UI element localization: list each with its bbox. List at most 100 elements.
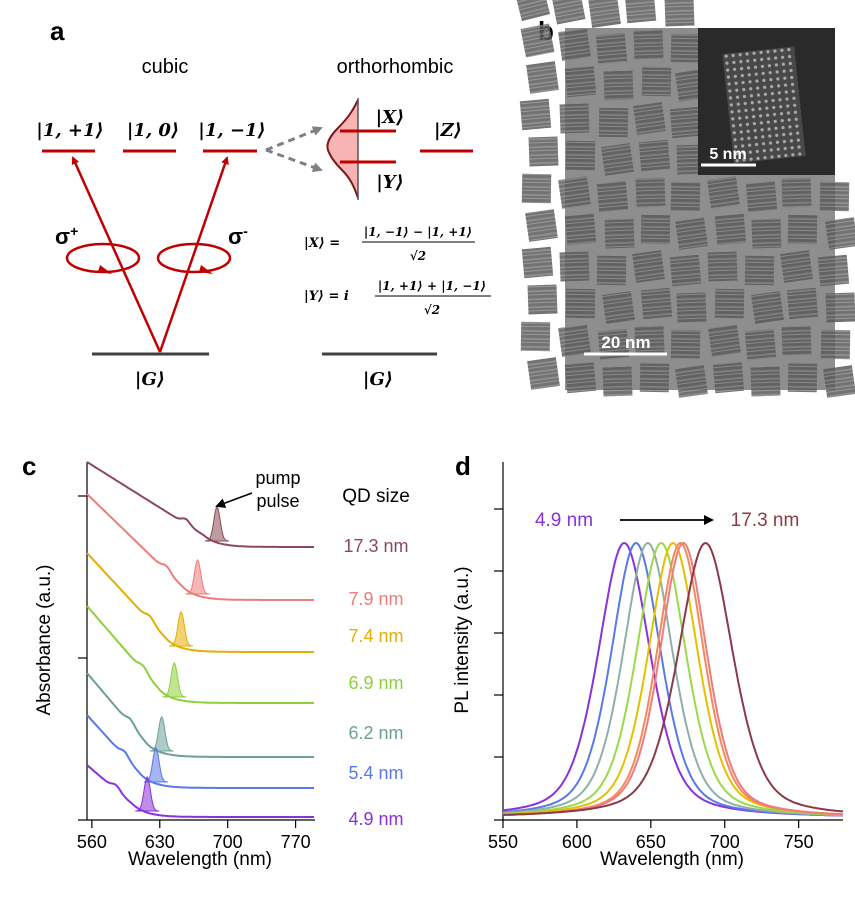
nanocube	[521, 173, 552, 204]
nanocube	[527, 284, 558, 315]
c-pump-label-line1: pump	[255, 468, 300, 488]
state-x-label: |X⟩	[376, 107, 405, 128]
nanocube	[604, 218, 635, 249]
d-x-tick-label: 600	[562, 832, 592, 852]
nanocube	[745, 180, 778, 213]
c-x-tick-label: 560	[77, 832, 107, 852]
splitting-arrow-x	[265, 126, 323, 152]
nanocube	[751, 291, 784, 324]
nanocube	[597, 328, 630, 361]
nanocube	[638, 139, 671, 172]
state-y-label: |Y⟩	[376, 172, 404, 193]
nanocube	[675, 217, 708, 250]
nanocube	[750, 366, 781, 397]
nanocube	[602, 291, 635, 324]
ground-state-left-label: |G⟩	[135, 369, 165, 390]
ground-state-right-label: |G⟩	[363, 369, 393, 390]
panel-d-pl-chart: 550 600 650 700 750 Wavelength (nm) PL inten…	[452, 462, 844, 870]
nanocube	[633, 102, 666, 135]
circular-polarization-plus-icon	[65, 242, 141, 274]
state-1-minus1-label: |1, −1⟩	[198, 120, 265, 141]
nanocube	[558, 324, 591, 357]
c-pump-pulse	[185, 559, 210, 595]
nanocube	[825, 292, 855, 323]
sigma-plus-transition-arrow	[71, 156, 162, 353]
nanocube	[708, 324, 741, 357]
nanocube	[565, 140, 596, 171]
d-x-tick-label: 550	[488, 832, 518, 852]
nanocube	[603, 70, 634, 101]
nanocube	[564, 361, 597, 394]
nanocube	[664, 0, 695, 27]
nanocube	[520, 23, 555, 58]
c-legend-size-label: 4.9 nm	[348, 809, 403, 829]
splitting-arrow-y	[265, 148, 323, 172]
equation-x-lhs: |X⟩ =	[304, 236, 340, 251]
nanocube	[525, 209, 558, 242]
cubic-title: cubic	[142, 56, 189, 78]
nanocube	[787, 214, 818, 245]
d-x-tick-label: 650	[636, 832, 666, 852]
panel-a-diagram: cubic orthorhombic |1, +1⟩ |1, 0⟩ |1, −1…	[36, 56, 491, 390]
d-pl-curve	[502, 541, 843, 817]
c-pump-pulse	[162, 662, 187, 698]
nanocube	[781, 177, 812, 208]
nanocube	[635, 177, 666, 208]
c-legend-size-label: 6.2 nm	[348, 723, 403, 743]
state-1-0-label: |1, 0⟩	[127, 120, 179, 141]
nanocube	[565, 288, 596, 319]
main-scale-label: 20 nm	[601, 333, 650, 352]
nanocube	[780, 250, 813, 283]
nanocube	[519, 98, 552, 131]
c-absorbance-curve	[86, 605, 314, 704]
c-absorbance-curve	[86, 764, 314, 818]
nanocube	[596, 255, 627, 286]
sigma-minus-transition-arrow	[158, 156, 229, 353]
c-absorbance-curve	[86, 461, 314, 548]
nanocube	[744, 255, 775, 286]
d-x-tick-label: 750	[784, 832, 814, 852]
nanocube	[817, 254, 850, 287]
nanocube	[712, 361, 745, 394]
c-x-tick-label: 700	[213, 832, 243, 852]
tem-image: 20 nm 5 nm 20 nm	[514, 0, 855, 398]
nanocube	[823, 365, 855, 398]
nanocube	[521, 246, 554, 279]
equation-y-denominator: √2	[424, 303, 440, 317]
nanocube	[669, 106, 702, 139]
panel-label-c: c	[22, 451, 36, 481]
nanocube	[551, 0, 586, 25]
d-start-size-label: 4.9 nm	[535, 510, 593, 531]
nanocube	[641, 66, 672, 97]
nanocube	[558, 28, 591, 61]
nanocube	[559, 103, 590, 134]
equation-x-denominator: √2	[410, 249, 426, 263]
equation-y: |Y⟩ = i |1, +1⟩ + |1, −1⟩ √2	[304, 279, 491, 317]
nanocube	[820, 329, 851, 360]
orthorhombic-title: orthorhombic	[337, 56, 454, 78]
nanocube	[714, 213, 747, 246]
lorentzian-splitting-shape	[326, 98, 359, 200]
nanocube	[564, 213, 597, 246]
equation-x-numerator: |1, −1⟩ − |1, +1⟩	[364, 225, 472, 239]
c-pump-pulse	[149, 716, 174, 752]
nanocube	[588, 0, 621, 28]
nanocube	[527, 357, 560, 390]
d-x-tick-label: 700	[710, 832, 740, 852]
nanocube	[633, 29, 664, 60]
nanocube	[559, 251, 590, 282]
panel-label-d: d	[455, 451, 471, 481]
c-pump-pulse	[169, 611, 194, 647]
nanocube	[781, 325, 812, 356]
nanocube	[670, 181, 701, 212]
equation-x: |X⟩ = |1, −1⟩ − |1, +1⟩ √2	[304, 225, 475, 263]
c-legend-size-label: 5.4 nm	[348, 763, 403, 783]
nanocube	[528, 136, 559, 167]
c-absorbance-curve	[86, 714, 314, 789]
c-legend-size-label: 7.9 nm	[348, 589, 403, 609]
equation-y-numerator: |1, +1⟩ + |1, −1⟩	[378, 279, 486, 293]
d-pl-curve	[502, 541, 844, 816]
panel-c-absorbance-chart: 560 630 700 770 Wavelength (nm) Absorbance …	[34, 461, 410, 870]
nanocube	[640, 287, 673, 320]
